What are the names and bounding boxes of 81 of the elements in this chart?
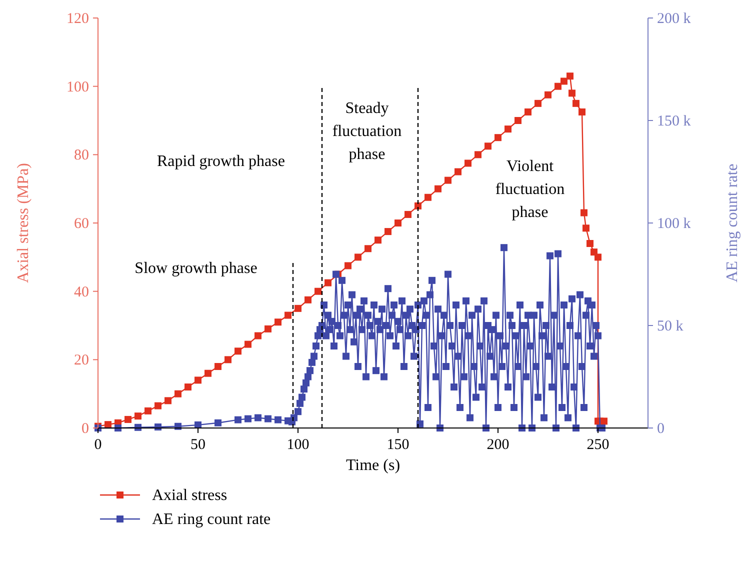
x-tick-label: 100 bbox=[286, 437, 310, 453]
annotation: Steady fluctuation phase bbox=[332, 100, 402, 163]
point bbox=[582, 224, 590, 232]
point bbox=[244, 340, 252, 348]
x-tick-label: 0 bbox=[94, 437, 102, 453]
point bbox=[580, 209, 588, 216]
point bbox=[494, 134, 502, 142]
point bbox=[524, 108, 532, 116]
x-tick-label: 200 bbox=[486, 437, 510, 453]
y2-tick-label: 200 k bbox=[657, 11, 692, 27]
point bbox=[566, 72, 574, 80]
point bbox=[204, 370, 212, 377]
point bbox=[274, 318, 282, 326]
point bbox=[594, 254, 602, 261]
point bbox=[454, 168, 462, 176]
point bbox=[344, 262, 352, 270]
point bbox=[184, 384, 192, 390]
x-axis-title: Time (s) bbox=[346, 457, 400, 474]
point bbox=[434, 185, 442, 192]
point bbox=[444, 176, 452, 184]
y-axis-title: Axial stress (MPa) bbox=[15, 163, 32, 283]
y2-tick-label: 0 bbox=[657, 421, 664, 437]
point bbox=[134, 412, 142, 420]
y-tick-label: 120 bbox=[66, 11, 89, 27]
x-tick-label: 250 bbox=[586, 437, 610, 453]
point bbox=[554, 82, 562, 90]
point bbox=[504, 126, 512, 133]
point bbox=[424, 194, 432, 201]
point bbox=[414, 202, 422, 210]
annotation: Rapid growth phase bbox=[157, 153, 285, 170]
point bbox=[572, 100, 580, 107]
point bbox=[124, 416, 132, 423]
point bbox=[224, 356, 232, 364]
point bbox=[578, 108, 586, 116]
point bbox=[364, 245, 372, 252]
y2-axis-title: AE ring count rate bbox=[724, 164, 741, 282]
x-tick-label: 150 bbox=[386, 437, 410, 453]
point bbox=[404, 210, 412, 218]
point bbox=[544, 91, 552, 98]
point bbox=[324, 279, 332, 286]
point bbox=[394, 220, 402, 226]
y-tick-label: 100 bbox=[66, 79, 89, 96]
y-tick-label: 80 bbox=[74, 148, 89, 164]
y-tick-label: 20 bbox=[74, 352, 89, 369]
point bbox=[154, 402, 162, 410]
y2-tick-label: 50 k bbox=[657, 318, 684, 334]
point bbox=[484, 142, 492, 150]
point bbox=[600, 418, 608, 425]
point bbox=[514, 117, 522, 124]
point bbox=[314, 288, 322, 295]
y-tick-label: 60 bbox=[74, 216, 89, 232]
legend-label: Axial stress bbox=[152, 487, 228, 504]
point bbox=[164, 397, 172, 404]
point bbox=[464, 160, 472, 167]
y2-tick-label: 150 k bbox=[657, 114, 692, 130]
point bbox=[104, 421, 112, 428]
point bbox=[174, 390, 182, 398]
point bbox=[234, 348, 242, 355]
point bbox=[304, 296, 312, 304]
point bbox=[214, 363, 222, 370]
point bbox=[534, 100, 542, 107]
y2-tick-label: 100 k bbox=[657, 216, 692, 232]
point bbox=[586, 240, 594, 247]
point bbox=[194, 376, 202, 384]
point bbox=[374, 236, 382, 244]
point bbox=[568, 90, 576, 97]
x-tick-label: 50 bbox=[190, 437, 206, 453]
legend-label: AE ring count rate bbox=[152, 511, 271, 528]
point bbox=[264, 325, 272, 332]
y-tick-label: 0 bbox=[82, 421, 89, 437]
point bbox=[254, 332, 262, 340]
point bbox=[560, 78, 568, 85]
point bbox=[474, 151, 482, 158]
point bbox=[384, 228, 392, 236]
annotation: Violent fluctuation phase bbox=[495, 158, 565, 221]
point bbox=[294, 304, 302, 312]
point bbox=[354, 254, 362, 261]
y-tick-label: 40 bbox=[74, 284, 89, 300]
point bbox=[284, 312, 292, 319]
annotation: Slow growth phase bbox=[134, 260, 258, 277]
point bbox=[144, 407, 152, 414]
